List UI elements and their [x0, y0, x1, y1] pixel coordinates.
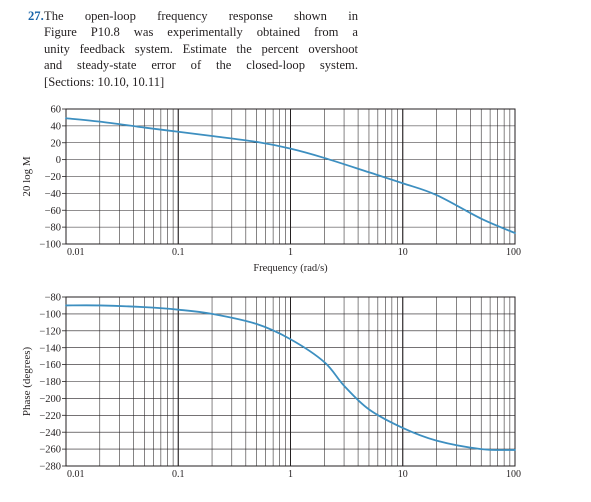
x-tick-label: 100	[506, 247, 521, 258]
y-tick-label: −40	[45, 189, 61, 200]
x-tick-label: 1	[288, 469, 293, 480]
y-tick-label: −260	[39, 445, 61, 456]
phase-plot: −80 −100 −120 −140 −160 −180 −200 −220 −240 −260 −…	[21, 293, 521, 480]
x-axis-label: Frequency (rad/s)	[253, 263, 328, 274]
y-tick-label: −100	[39, 240, 61, 251]
y-tick-label: −220	[39, 411, 61, 422]
series-line	[65, 117, 516, 234]
y-tick-label: −280	[39, 462, 61, 473]
y-axis-label: Phase (degrees)	[21, 347, 33, 417]
problem-number: 27.	[28, 9, 44, 23]
y-tick-label: −200	[39, 394, 61, 405]
x-tick-label: 10	[398, 247, 408, 258]
y-tick-label: 20	[51, 138, 62, 149]
x-tick-label: 100	[506, 469, 521, 480]
y-tick-label: −60	[45, 206, 61, 217]
y-tick-label: −100	[39, 310, 61, 321]
y-tick-label: −240	[39, 428, 61, 439]
y-tick-label: −120	[39, 326, 61, 337]
x-tick-label: 10	[398, 469, 408, 480]
y-tick-label: −140	[39, 343, 61, 354]
x-tick-label: 0.01	[67, 469, 85, 480]
x-tick-label: 0.01	[67, 247, 85, 258]
x-tick-label: 0.1	[172, 247, 185, 258]
y-tick-label: −160	[39, 360, 61, 371]
x-tick-label: 0.1	[172, 469, 185, 480]
y-axis-label: 20 log M	[21, 156, 33, 197]
plot-frame	[65, 108, 516, 245]
y-tick-label: 40	[51, 121, 62, 132]
problem-line: and steady-state error of the closed-loo…	[44, 58, 358, 73]
y-tick-label: 0	[56, 155, 61, 166]
problem-line: unity feedback system. Estimate the perc…	[44, 41, 358, 56]
x-tick-label: 1	[288, 247, 293, 258]
y-tick-label: −80	[45, 293, 61, 304]
y-tick-label: −80	[45, 223, 61, 234]
series-line	[65, 304, 516, 451]
y-tick-label: −180	[39, 377, 61, 388]
y-tick-label: 60	[51, 105, 62, 116]
y-tick-label: −20	[45, 172, 61, 183]
plot-frame	[65, 296, 516, 467]
problem-line: [Sections: 10.10, 10.11]	[44, 74, 165, 89]
magnitude-plot: 60 40 20 0 −20 −40 −60 −80 −100 0.01 0.1 1 10 100 Freq…	[21, 105, 521, 274]
problem-line: The open-loop frequency response shown i…	[44, 9, 358, 23]
problem-line: Figure P10.8 was experimentally obtained…	[44, 25, 358, 40]
